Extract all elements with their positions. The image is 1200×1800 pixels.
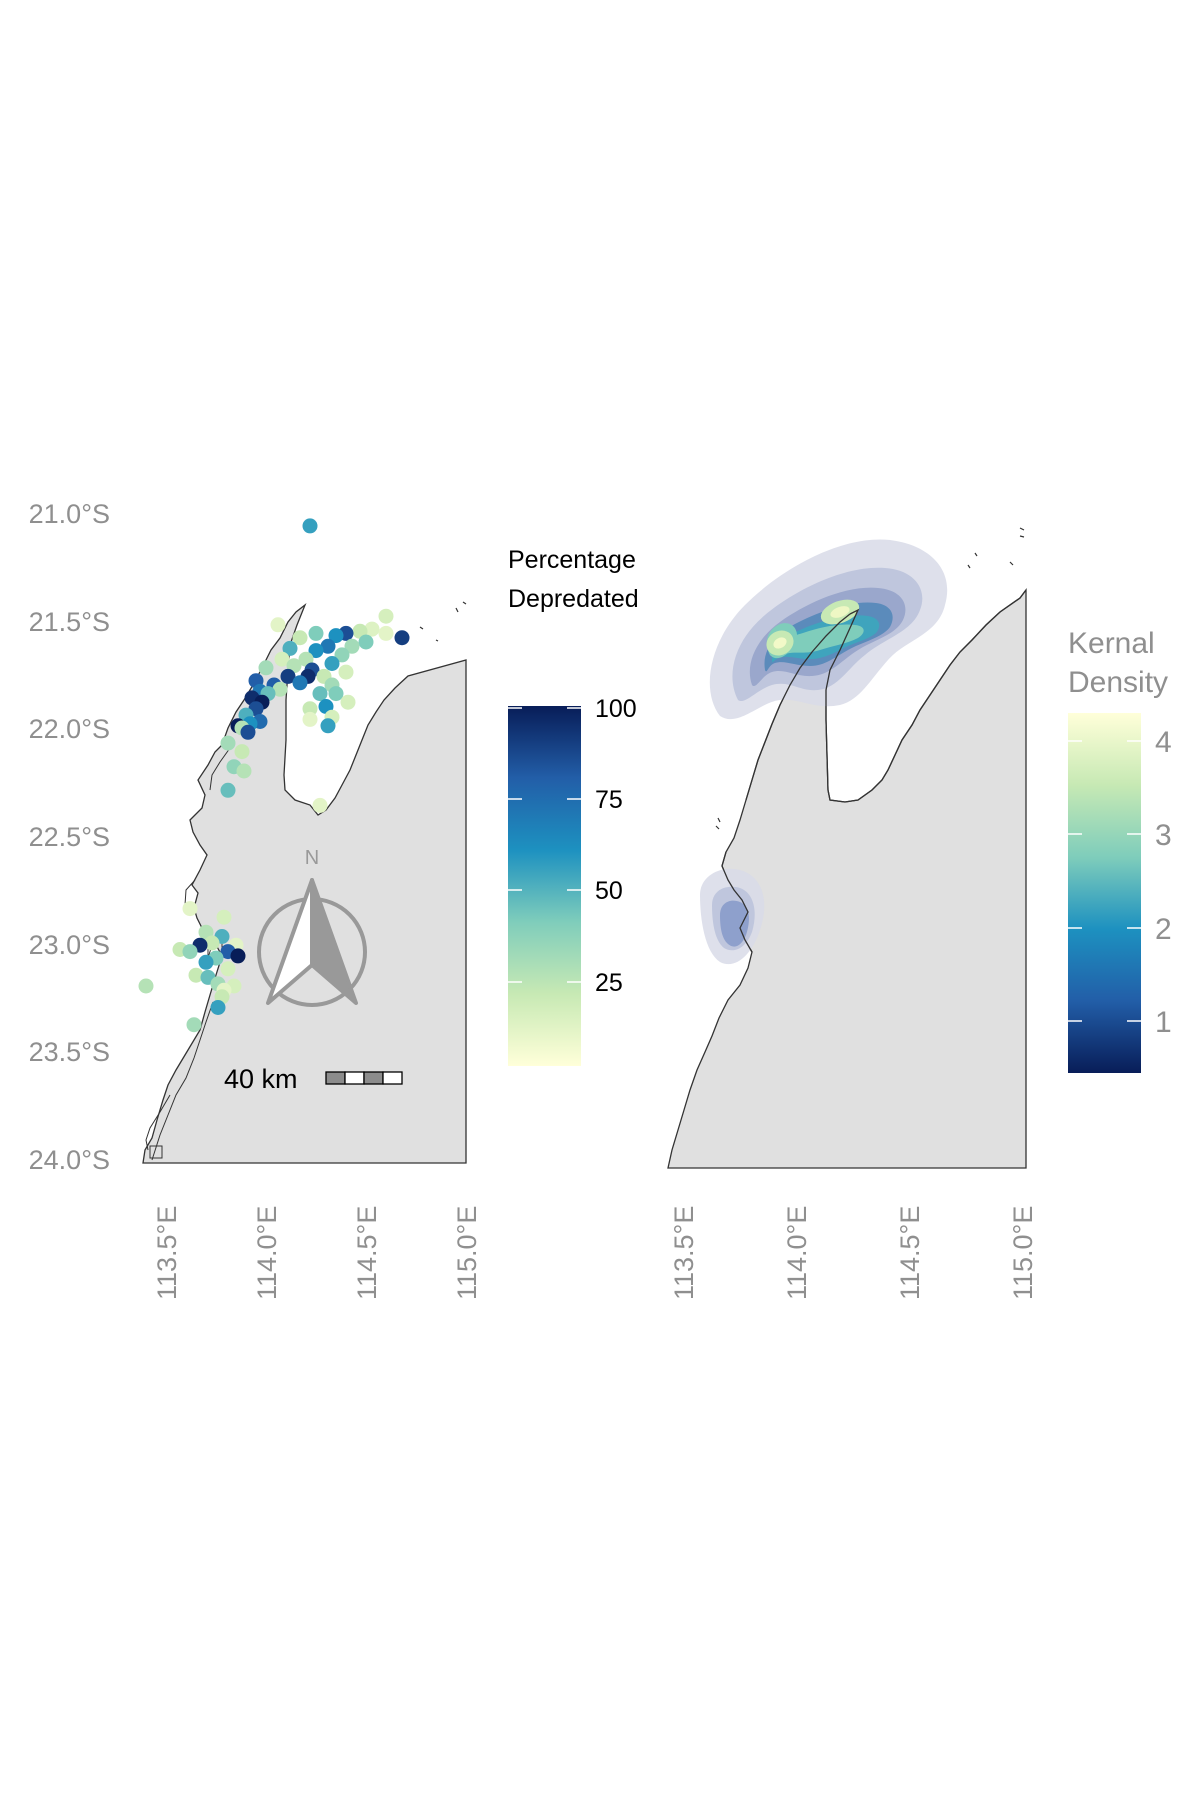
left-shoal-lines — [145, 747, 231, 1161]
data-point — [340, 694, 356, 710]
data-point — [378, 625, 394, 641]
right-x-tick-label: 114.5°E — [895, 1206, 925, 1300]
data-point — [220, 735, 236, 751]
legend-colorbar — [1068, 713, 1141, 1073]
data-point — [312, 686, 328, 702]
legend-title-line1: Percentage — [508, 546, 636, 574]
legend-tick-label: 2 — [1155, 913, 1172, 946]
data-point — [308, 643, 324, 659]
data-point — [292, 630, 308, 646]
legend-title-line2: Density — [1068, 666, 1168, 699]
data-point — [272, 681, 288, 697]
data-point — [358, 634, 374, 650]
left-map: 21.0°S 21.5°S 22.0°S 22.5°S 23.0°S 23.5°… — [29, 499, 639, 1300]
right-x-tick-label: 114.0°E — [782, 1206, 812, 1300]
data-points — [138, 518, 410, 1033]
left-y-tick-label: 22.5°S — [29, 822, 110, 852]
legend-tick-label: 50 — [595, 877, 623, 905]
scale-bar: 40 km — [224, 1064, 403, 1094]
data-point — [320, 638, 336, 654]
data-point — [220, 782, 236, 798]
legend-tick-label: 25 — [595, 969, 623, 997]
legend-title-line2: Depredated — [508, 585, 639, 613]
legend-tick-label: 4 — [1155, 726, 1172, 759]
data-point — [186, 1017, 202, 1033]
data-point — [216, 909, 232, 925]
data-point — [280, 668, 296, 684]
data-point — [240, 724, 256, 740]
data-point — [274, 651, 290, 667]
data-point — [258, 660, 274, 676]
legend-tick-label: 3 — [1155, 819, 1172, 852]
right-x-tick-label: 115.0°E — [1008, 1206, 1038, 1300]
left-y-tick-label: 21.0°S — [29, 499, 110, 529]
kernel-density-south — [700, 868, 765, 965]
data-point — [302, 518, 318, 534]
data-point — [312, 797, 328, 813]
left-x-tick-label: 114.0°E — [252, 1206, 282, 1300]
data-point — [302, 711, 318, 727]
left-x-tick-label: 114.5°E — [352, 1206, 382, 1300]
data-point — [138, 978, 154, 994]
data-point — [182, 901, 198, 917]
left-x-tick-label: 115.0°E — [452, 1206, 482, 1300]
left-shoal-box — [149, 1145, 163, 1159]
data-point — [328, 628, 344, 644]
data-point — [364, 621, 380, 637]
right-islets — [715, 527, 1025, 830]
left-y-tick-label: 21.5°S — [29, 607, 110, 637]
data-point — [198, 954, 214, 970]
left-y-tick-label: 23.0°S — [29, 930, 110, 960]
data-point — [236, 763, 252, 779]
kernel-density-legend: Kernal Density 4 3 2 1 — [1068, 627, 1172, 1073]
data-point — [328, 686, 344, 702]
data-point — [234, 744, 250, 760]
data-point — [270, 617, 286, 633]
north-arrow-icon: N — [257, 847, 367, 1007]
data-point — [210, 1000, 226, 1015]
percentage-legend: Percentage Depredated 100 75 50 25 — [508, 546, 639, 1066]
data-point — [338, 664, 354, 680]
left-x-tick-label: 113.5°E — [152, 1206, 182, 1300]
scale-bar-label: 40 km — [224, 1064, 298, 1094]
data-point — [282, 640, 298, 656]
data-point — [230, 948, 246, 964]
data-point — [188, 967, 204, 983]
data-point — [334, 647, 350, 663]
data-point — [324, 656, 340, 671]
left-y-tick-label: 23.5°S — [29, 1037, 110, 1067]
data-point — [302, 701, 318, 717]
data-point — [344, 638, 360, 654]
kernel-density-north — [709, 539, 948, 720]
data-point — [378, 608, 394, 624]
data-point — [308, 625, 324, 641]
right-map: 113.5°E 114.0°E 114.5°E 115.0°E Kernal D… — [667, 527, 1172, 1300]
legend-tick-label: 100 — [595, 695, 637, 723]
legend-tick-label: 75 — [595, 786, 623, 814]
left-y-tick-label: 24.0°S — [29, 1145, 110, 1175]
data-point — [182, 944, 198, 960]
north-label: N — [305, 847, 319, 869]
data-point — [220, 961, 236, 977]
legend-title-line1: Kernal — [1068, 627, 1155, 660]
left-islets — [419, 601, 467, 642]
data-point — [320, 718, 336, 734]
data-point — [394, 630, 410, 646]
left-y-tick-label: 22.0°S — [29, 714, 110, 744]
legend-colorbar — [508, 706, 581, 1066]
data-point — [292, 675, 308, 691]
legend-tick-label: 1 — [1155, 1006, 1172, 1039]
data-point — [204, 935, 220, 951]
right-coastline — [721, 589, 1027, 953]
right-x-tick-label: 113.5°E — [669, 1206, 699, 1300]
